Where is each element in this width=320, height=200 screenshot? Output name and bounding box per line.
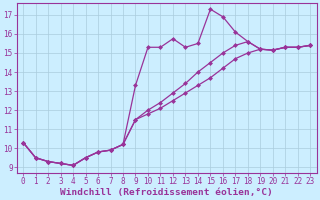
X-axis label: Windchill (Refroidissement éolien,°C): Windchill (Refroidissement éolien,°C) (60, 188, 273, 197)
